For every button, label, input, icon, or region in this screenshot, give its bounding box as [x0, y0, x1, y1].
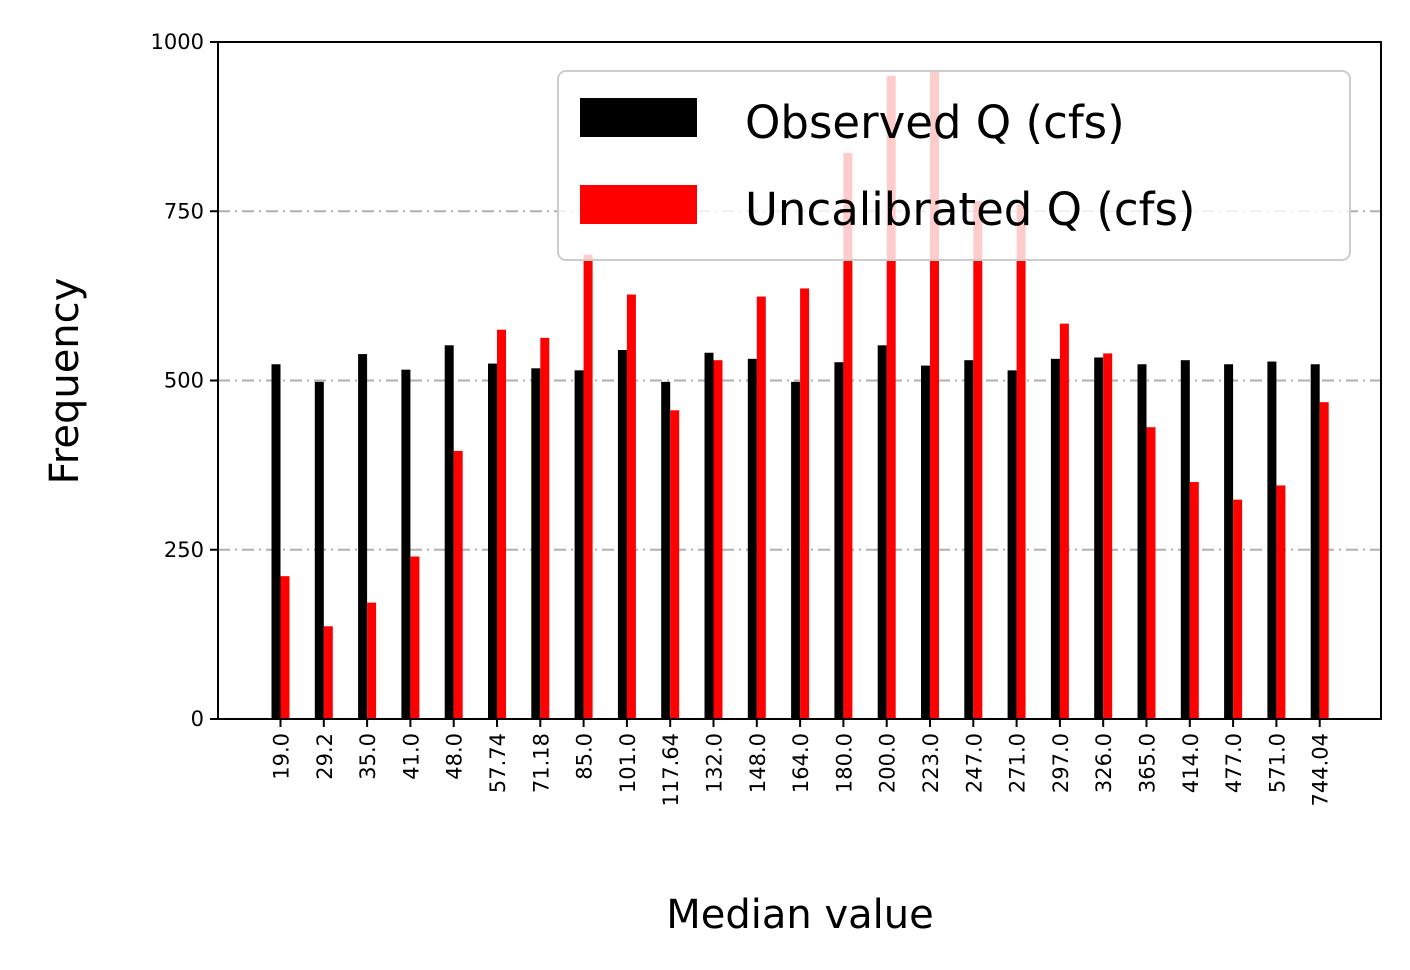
bar-uncalibrated-57.74	[497, 329, 506, 719]
bar-uncalibrated-200.0	[886, 75, 896, 720]
bar-observed-477.0	[1224, 364, 1234, 719]
bar-uncalibrated-117.64	[670, 410, 680, 719]
legend-label-observed: Observed Q (cfs)	[745, 96, 1125, 149]
x-tick-label-744.04: 744.04	[1309, 733, 1333, 806]
bar-uncalibrated-19.0	[280, 576, 290, 719]
bar-uncalibrated-271.0	[1016, 204, 1026, 720]
bar-uncalibrated-365.0	[1146, 427, 1156, 719]
legend: Observed Q (cfs) Uncalibrated Q (cfs)	[557, 70, 1351, 261]
bar-uncalibrated-744.04	[1319, 402, 1329, 719]
bar-observed-571.0	[1267, 361, 1277, 719]
x-tick-label-101.0: 101.0	[616, 733, 640, 793]
x-tick-label-365.0: 365.0	[1136, 733, 1160, 793]
x-tick-label-223.0: 223.0	[919, 733, 943, 793]
x-tick-label-19.0: 19.0	[270, 733, 294, 780]
bar-uncalibrated-180.0	[843, 153, 853, 719]
bar-observed-101.0	[617, 350, 627, 719]
x-tick-label-71.18: 71.18	[529, 733, 553, 793]
bar-uncalibrated-35.0	[367, 602, 377, 719]
bar-uncalibrated-71.18	[540, 337, 550, 719]
bar-uncalibrated-571.0	[1276, 485, 1286, 719]
bar-observed-35.0	[358, 354, 368, 719]
bar-uncalibrated-29.2	[323, 626, 333, 719]
x-tick-label-148.0: 148.0	[746, 733, 770, 793]
bar-observed-41.0	[401, 369, 411, 719]
bar-uncalibrated-297.0	[1059, 323, 1069, 719]
x-tick-label-117.64: 117.64	[659, 733, 683, 806]
bar-observed-57.74	[488, 363, 497, 719]
y-tick-label-500: 500	[164, 369, 204, 393]
x-tick-label-297.0: 297.0	[1049, 733, 1073, 793]
bar-observed-271.0	[1007, 370, 1017, 719]
x-tick-label-247.0: 247.0	[962, 733, 986, 793]
bar-observed-365.0	[1137, 364, 1147, 719]
x-tick-label-477.0: 477.0	[1222, 733, 1246, 793]
legend-label-uncalibrated: Uncalibrated Q (cfs)	[745, 183, 1195, 236]
y-tick-label-1000: 1000	[151, 30, 204, 54]
y-tick-label-0: 0	[191, 707, 204, 731]
legend-box	[557, 70, 1351, 261]
x-tick-label-326.0: 326.0	[1092, 733, 1116, 793]
y-axis-ticks: 0 250 500 750 1000	[151, 30, 218, 731]
bar-observed-297.0	[1050, 358, 1060, 719]
x-tick-label-85.0: 85.0	[573, 733, 597, 780]
bar-observed-71.18	[531, 368, 541, 719]
y-tick-label-750: 750	[164, 199, 204, 223]
x-tick-label-48.0: 48.0	[443, 733, 467, 780]
x-tick-label-200.0: 200.0	[876, 733, 900, 793]
x-tick-label-164.0: 164.0	[789, 733, 813, 793]
x-tick-label-29.2: 29.2	[313, 733, 337, 780]
bar-uncalibrated-477.0	[1233, 499, 1243, 719]
legend-swatch-observed	[580, 98, 697, 137]
bar-uncalibrated-101.0	[626, 294, 636, 719]
bar-observed-326.0	[1094, 357, 1104, 719]
bar-observed-29.2	[314, 381, 324, 719]
bar-uncalibrated-247.0	[973, 201, 983, 720]
x-tick-label-414.0: 414.0	[1179, 733, 1203, 793]
bar-observed-19.0	[271, 364, 281, 719]
y-axis-label: Frequency	[42, 278, 88, 485]
bar-uncalibrated-85.0	[583, 254, 593, 719]
legend-swatch-uncalibrated	[580, 185, 697, 224]
bar-observed-132.0	[704, 352, 714, 719]
bar-observed-164.0	[791, 381, 801, 719]
bar-uncalibrated-164.0	[800, 288, 810, 719]
bar-uncalibrated-148.0	[756, 296, 766, 719]
x-tick-label-132.0: 132.0	[703, 733, 727, 793]
x-tick-label-57.74: 57.74	[486, 733, 510, 793]
bar-uncalibrated-41.0	[410, 556, 420, 719]
bars	[271, 71, 1329, 720]
bar-uncalibrated-223.0	[930, 71, 939, 719]
bar-observed-180.0	[834, 362, 844, 719]
bar-observed-117.64	[661, 381, 671, 719]
y-tick-label-250: 250	[164, 538, 204, 562]
bar-observed-247.0	[964, 360, 974, 719]
x-axis-ticks: 19.0 29.2 35.0 41.0 48.0 57.74 71.18 85.0 101.0 1…	[270, 719, 1333, 806]
x-tick-label-571.0: 571.0	[1265, 733, 1289, 793]
bar-observed-148.0	[747, 358, 757, 719]
bar-observed-48.0	[444, 345, 454, 719]
bar-uncalibrated-326.0	[1103, 353, 1113, 719]
bar-observed-200.0	[877, 345, 887, 719]
x-axis-label: Median value	[666, 892, 933, 938]
bar-uncalibrated-132.0	[713, 360, 723, 719]
x-tick-label-35.0: 35.0	[356, 733, 380, 780]
x-tick-label-180.0: 180.0	[832, 733, 856, 793]
bar-observed-744.04	[1310, 364, 1320, 719]
bar-observed-223.0	[921, 365, 930, 719]
bar-observed-85.0	[574, 370, 584, 719]
bar-uncalibrated-414.0	[1189, 482, 1199, 719]
x-tick-label-41.0: 41.0	[399, 733, 423, 780]
bar-uncalibrated-48.0	[453, 450, 463, 719]
bar-observed-414.0	[1180, 360, 1190, 719]
x-tick-label-271.0: 271.0	[1006, 733, 1030, 793]
